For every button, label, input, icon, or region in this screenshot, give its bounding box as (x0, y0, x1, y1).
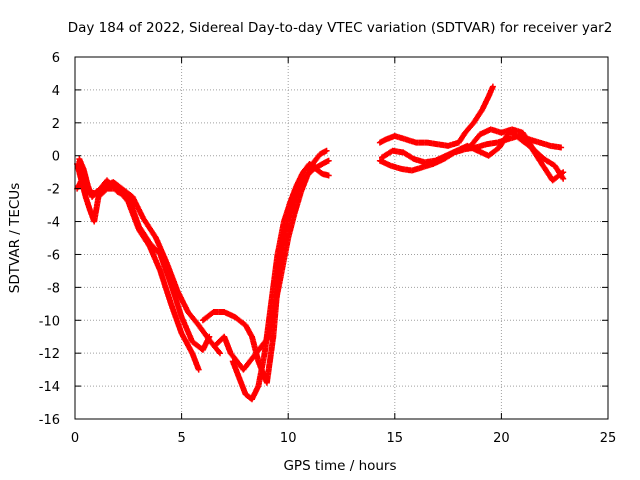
plot-frame (74, 56, 609, 420)
data-marks-arc-7 (376, 83, 496, 149)
data-marks-arc-3 (76, 156, 223, 357)
y-tick-label: 0 (52, 150, 60, 165)
x-tick-label: 5 (177, 431, 185, 446)
y-tick-label: -10 (39, 314, 60, 329)
y-tick-label: 2 (52, 117, 60, 132)
y-tick-label: -8 (47, 281, 60, 296)
x-tick-label: 25 (600, 431, 617, 446)
y-tick-label: -6 (47, 248, 60, 263)
y-tick-label: -12 (39, 347, 60, 362)
series-arc-6 (212, 147, 330, 373)
x-axis-title: GPS time / hours (283, 458, 396, 474)
series-arc-3 (76, 156, 223, 357)
chart-title: Day 184 of 2022, Sidereal Day-to-day VTE… (68, 20, 613, 36)
y-tick-label: -4 (47, 216, 60, 231)
x-tick-label: 0 (71, 431, 79, 446)
x-tick-label: 20 (493, 431, 510, 446)
x-tick-label: 10 (280, 431, 297, 446)
y-tick-label: -2 (47, 183, 60, 198)
y-tick-label: -14 (39, 380, 60, 395)
data-marks-arc-6 (212, 147, 330, 373)
y-axis-title: SDTVAR / TECUs (7, 183, 23, 293)
y-tick-label: 4 (52, 84, 60, 99)
y-tick-label: -16 (39, 413, 60, 428)
axis-ticks: 0 5 10 15 20 25 -16 -14 -12 -10 -8 -6 -4 -2 0 2 4 6 (39, 51, 617, 446)
y-tick-label: 6 (52, 51, 60, 66)
data-marks-arc-10 (466, 126, 567, 182)
series-arc-10 (466, 126, 567, 182)
series-arc-7 (376, 83, 496, 149)
data-points (74, 83, 567, 403)
x-tick-label: 15 (387, 431, 404, 446)
